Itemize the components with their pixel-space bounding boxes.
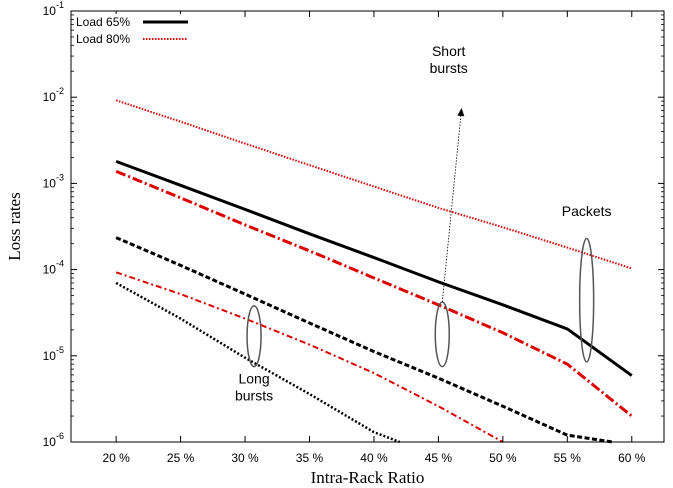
x-tick-label: 45 % bbox=[425, 451, 453, 465]
annotation-label: bursts bbox=[430, 60, 468, 76]
legend-label: Load 65% bbox=[76, 15, 130, 29]
y-tick-label: 10-6 bbox=[43, 431, 64, 449]
x-tick-label: 35 % bbox=[296, 451, 324, 465]
x-tick-label: 55 % bbox=[554, 451, 582, 465]
x-axis-title: Intra-Rack Ratio bbox=[311, 468, 425, 487]
x-tick-label: 60 % bbox=[618, 451, 646, 465]
y-tick-label: 10-2 bbox=[43, 86, 64, 104]
series-line-5 bbox=[115, 271, 504, 443]
y-tick-label: 10-3 bbox=[43, 172, 64, 190]
ticks-layer: 20 % 25 % 30 % 35 % 40 % 45 % 50 % 55 % 60 % 10-6… bbox=[43, 0, 664, 465]
series-line-6 bbox=[115, 281, 401, 444]
annotation-ellipse bbox=[434, 301, 451, 368]
annotation-label: Long bbox=[238, 370, 269, 386]
x-tick-label: 25 % bbox=[167, 451, 195, 465]
legend-label: Load 80% bbox=[76, 32, 130, 46]
series-line-2 bbox=[115, 159, 633, 377]
annotation-ellipse bbox=[246, 305, 262, 368]
annotation-label: bursts bbox=[235, 387, 273, 403]
x-tick-label: 30 % bbox=[231, 451, 259, 465]
annotation-label: Packets bbox=[562, 203, 612, 219]
legend: Load 65% Load 80% bbox=[74, 14, 192, 48]
trend-arrow-line bbox=[441, 107, 463, 303]
y-tick-label: 10-4 bbox=[43, 259, 64, 277]
legend-background bbox=[74, 14, 192, 48]
series-line-4 bbox=[115, 236, 613, 444]
y-tick-label: 10-5 bbox=[43, 345, 64, 363]
x-tick-label: 50 % bbox=[489, 451, 517, 465]
annotation-label: Short bbox=[432, 43, 466, 59]
x-tick-label: 20 % bbox=[102, 451, 130, 465]
plot-frame bbox=[70, 10, 665, 443]
y-axis-title: Loss rates bbox=[5, 192, 24, 260]
series-line-3 bbox=[115, 169, 633, 418]
annotation-ellipse bbox=[578, 237, 595, 363]
series-layer bbox=[115, 99, 633, 444]
x-tick-label: 40 % bbox=[360, 451, 388, 465]
series-line-1 bbox=[115, 99, 633, 270]
y-tick-label: 10-1 bbox=[43, 0, 64, 18]
trend-arrow-head bbox=[457, 107, 465, 117]
